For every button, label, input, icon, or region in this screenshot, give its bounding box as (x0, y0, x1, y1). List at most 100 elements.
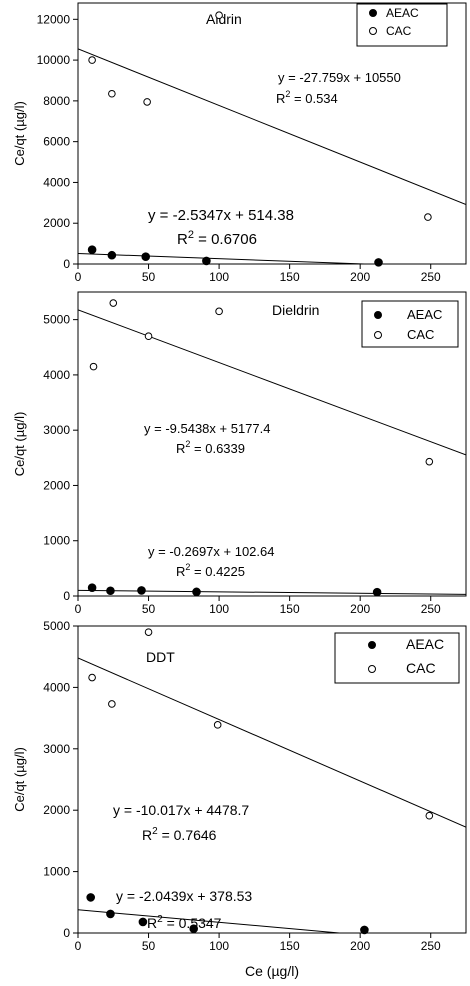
x-tick-label: 200 (350, 602, 370, 616)
r-squared-label: R2 = 0.534 (276, 89, 338, 106)
data-point-aeac (192, 587, 201, 597)
chart-title: Dieldrin (272, 302, 319, 318)
data-point-cac (108, 700, 116, 708)
equation-label: y = -2.0439x + 378.53 (116, 888, 252, 904)
equation-label: y = -27.759x + 10550 (278, 70, 401, 85)
data-point-aeac (374, 258, 383, 267)
r-squared-label: R2 = 0.5347 (147, 914, 222, 931)
r2-value: = 0.7646 (158, 827, 217, 843)
y-axis-label: Ce/qt (µg/l) (12, 747, 27, 812)
data-point-cac (215, 11, 223, 20)
fit-line-cac (78, 309, 466, 456)
r2-superscript: 2 (152, 826, 158, 837)
legend-marker-open (369, 27, 377, 35)
r-squared-label: R2 = 0.6339 (176, 439, 245, 456)
r2-prefix: R (142, 827, 152, 843)
r2-prefix: R (147, 915, 157, 931)
data-point-aeac (106, 586, 115, 596)
data-point-aeac (202, 256, 211, 266)
y-tick-label: 2000 (43, 478, 70, 492)
data-point-cac (144, 628, 153, 636)
data-point-cac (215, 307, 223, 316)
y-tick-label: 3000 (43, 423, 70, 437)
y-tick-label: 12000 (37, 12, 71, 26)
legend-label: AEAC (406, 636, 444, 652)
data-point-aeac (138, 917, 148, 927)
r-squared-label: R2 = 0.6706 (177, 229, 257, 248)
data-point-aeac (189, 924, 198, 934)
x-tick-label: 150 (280, 939, 300, 953)
x-tick-label: 100 (209, 602, 229, 616)
data-point-aeac (106, 909, 115, 919)
plot-frame (77, 291, 467, 597)
plot-frame (77, 2, 467, 265)
r2-prefix: R (176, 564, 185, 579)
data-point-aeac (87, 245, 97, 255)
data-point-aeac (141, 252, 151, 261)
fit-line-aeac (78, 589, 466, 595)
x-tick-label: 200 (350, 939, 370, 953)
data-point-aeac (86, 893, 95, 902)
r2-superscript: 2 (185, 562, 190, 572)
r-squared-label: R2 = 0.7646 (142, 826, 217, 843)
x-tick-label: 150 (280, 602, 300, 616)
x-tick-label: 0 (75, 602, 82, 616)
y-tick-label: 2000 (43, 803, 70, 817)
x-tick-label: 100 (209, 939, 229, 953)
r2-value: = 0.5347 (163, 915, 222, 931)
r-squared-label: R2 = 0.4225 (176, 562, 245, 579)
equation-label: y = -0.2697x + 102.64 (148, 544, 274, 559)
y-tick-label: 1000 (43, 865, 70, 879)
legend: AEAC CAC (334, 632, 460, 684)
r2-value: = 0.6706 (194, 231, 257, 248)
y-tick-label: 6000 (43, 135, 70, 149)
y-tick-label: 0 (63, 257, 70, 271)
fit-lines (78, 657, 466, 933)
x-tick-label: 50 (142, 939, 156, 953)
chart-panel-dieldrin: 0 50 100 150 200 250 0 1000 2000 3000 4000 5000 Ce/q… (12, 291, 467, 616)
legend-marker-filled (369, 9, 377, 17)
data-point-cac (425, 811, 434, 820)
y-tick-label: 5000 (43, 619, 70, 633)
x-tick-label: 50 (142, 270, 156, 284)
y-tick-label: 10000 (37, 53, 71, 67)
r2-superscript: 2 (157, 914, 163, 925)
data-point-aeac (372, 587, 382, 597)
fit-line-aeac (78, 253, 378, 264)
legend-label: AEAC (386, 6, 419, 20)
x-tick-label: 0 (75, 939, 82, 953)
chart-title: Aldrin (206, 11, 242, 27)
legend-label: CAC (386, 24, 412, 38)
legend-label: CAC (407, 327, 434, 342)
data-point-cac (213, 721, 222, 729)
data-point-aeac (137, 586, 146, 595)
data-point-cac (143, 98, 151, 106)
x-tick-label: 250 (421, 270, 441, 284)
fit-lines (78, 48, 466, 264)
equation-label: y = -2.5347x + 514.38 (148, 207, 294, 224)
legend-marker-filled (374, 311, 382, 319)
r2-superscript: 2 (188, 229, 194, 241)
r2-prefix: R (177, 231, 188, 248)
legend-box (361, 300, 459, 348)
equation-label: y = -9.5438x + 5177.4 (144, 421, 270, 436)
legend: AEAC CAC (361, 300, 459, 348)
data-point-cac (88, 673, 96, 682)
x-tick-label: 200 (350, 270, 370, 284)
plot-frame (77, 625, 467, 934)
r2-prefix: R (176, 441, 185, 456)
y-tick-label: 8000 (43, 94, 70, 108)
legend-box (334, 632, 460, 684)
data-point-cac (109, 299, 118, 307)
y-tick-label: 0 (63, 589, 70, 603)
chart-panel-ddt: 0 50 100 150 200 250 0 1000 2000 3000 4000 5000 Ce/q… (12, 619, 467, 953)
x-axis-label: Ce (µg/l) (245, 963, 299, 979)
chart-panel-aldrin: 0 50 100 150 200 250 0 2000 4000 6000 8000 10000 120… (12, 2, 467, 284)
y-tick-label: 1000 (43, 534, 70, 548)
x-tick-label: 0 (75, 270, 82, 284)
x-tick-label: 250 (421, 602, 441, 616)
fit-line-aeac (78, 909, 345, 933)
r2-superscript: 2 (185, 439, 190, 449)
r2-value: = 0.4225 (190, 564, 245, 579)
x-tick-label: 250 (421, 939, 441, 953)
